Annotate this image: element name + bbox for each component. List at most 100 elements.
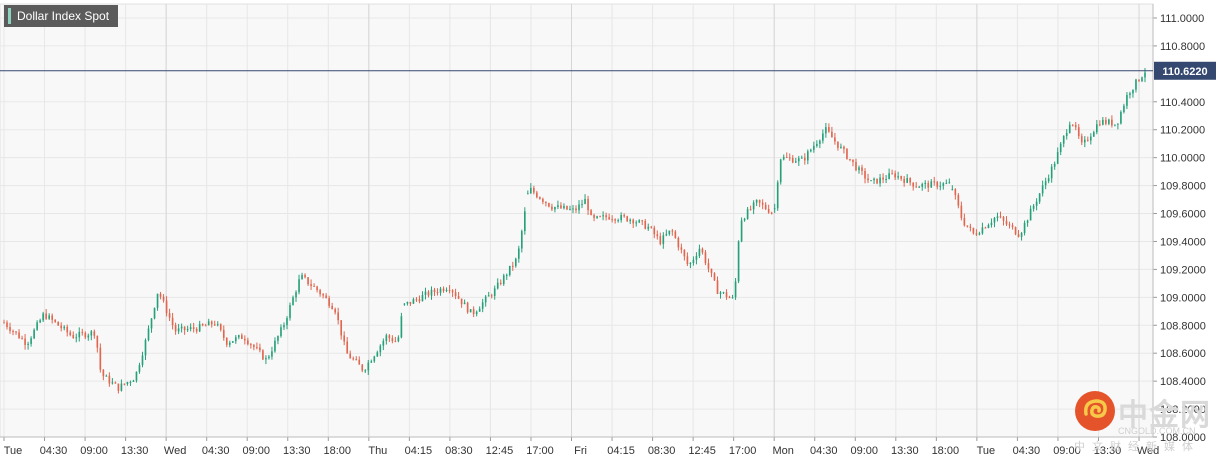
y-tick-label: 108.8000 <box>1160 320 1206 332</box>
candle-body <box>873 178 875 181</box>
candle-body <box>858 167 860 171</box>
x-tick-label: 09:00 <box>851 445 879 457</box>
candle-body <box>746 209 749 219</box>
candle-body <box>575 208 577 211</box>
candle-body <box>517 248 520 259</box>
candle-body <box>903 178 905 183</box>
y-tick-label: 108.6000 <box>1160 348 1206 360</box>
candle-body <box>1089 136 1092 141</box>
x-tick-label: 18:00 <box>932 445 960 457</box>
x-tick-label: Tue <box>4 445 23 457</box>
candle-body <box>198 324 201 332</box>
candle-body <box>825 127 827 134</box>
candle-body <box>165 300 168 314</box>
candle-body <box>659 236 662 245</box>
candle-body <box>259 347 261 351</box>
candle-body <box>1038 193 1041 202</box>
candle-body <box>6 322 8 328</box>
candle-body <box>490 295 493 297</box>
candle-body <box>545 201 547 204</box>
candle-body <box>328 298 330 306</box>
candle-body <box>719 292 722 294</box>
candle-body <box>677 238 680 248</box>
candle-body <box>1144 72 1146 78</box>
y-tick-label: 110.0000 <box>1160 153 1205 165</box>
candle-body <box>394 341 397 343</box>
candle-body <box>253 345 255 348</box>
candle-body <box>524 211 526 232</box>
candle-body <box>12 330 14 332</box>
candle-body <box>635 222 638 224</box>
candle-body <box>704 252 707 264</box>
candle-body <box>915 186 918 188</box>
candle-body <box>138 365 141 372</box>
candle-body <box>493 288 496 296</box>
candle-body <box>611 219 613 221</box>
candle-body <box>445 289 448 292</box>
candle-body <box>424 291 427 295</box>
candle-body <box>123 383 126 385</box>
candle-body <box>1029 208 1032 221</box>
candle-body <box>301 274 303 280</box>
candle-body <box>752 202 755 210</box>
candle-body <box>292 297 294 306</box>
candle-body <box>370 361 373 363</box>
x-tick-label: 04:15 <box>405 445 433 457</box>
candle-body <box>126 382 129 385</box>
candle-body <box>135 371 138 381</box>
candle-body <box>84 332 87 338</box>
candle-body <box>569 208 571 210</box>
candle-body <box>909 178 912 183</box>
candle-body <box>222 329 225 338</box>
candle-body <box>144 340 147 356</box>
candles <box>3 68 1146 394</box>
candle-body <box>1083 139 1086 143</box>
candle-body <box>662 235 665 245</box>
candle-body <box>72 335 75 339</box>
candle-body <box>180 326 183 329</box>
candle-body <box>548 203 550 207</box>
candle-body <box>388 335 391 339</box>
candle-body <box>439 288 442 293</box>
candle-body <box>632 219 635 224</box>
x-tick-label: 18:00 <box>324 445 352 457</box>
x-tick-label: 09:00 <box>1053 445 1081 457</box>
candle-body <box>1035 201 1038 206</box>
candle-body <box>987 225 990 228</box>
candle-body <box>451 290 454 293</box>
candle-body <box>605 215 607 218</box>
brand-logo-icon <box>1075 391 1115 431</box>
candle-body <box>707 263 710 269</box>
candle-body <box>361 364 364 371</box>
candle-body <box>638 220 641 223</box>
candle-body <box>731 297 734 299</box>
candle-body <box>3 322 5 324</box>
candle-body <box>475 311 478 315</box>
x-tick-label: 13:30 <box>1094 445 1122 457</box>
candle-body <box>813 145 815 150</box>
x-tick-label: 13:30 <box>121 445 149 457</box>
candle-body <box>244 338 246 341</box>
candle-body <box>262 350 264 360</box>
title-accent <box>8 8 11 24</box>
candle-body <box>472 309 475 315</box>
candle-body <box>794 161 797 163</box>
candle-body <box>24 338 26 345</box>
candle-body <box>379 345 382 353</box>
candle-body <box>168 313 171 318</box>
candle-body <box>304 274 306 278</box>
candle-body <box>623 215 625 217</box>
candle-body <box>722 292 725 294</box>
candle-body <box>984 227 987 229</box>
candle-body <box>936 182 939 187</box>
candle-body <box>602 215 604 217</box>
candle-body <box>629 219 632 222</box>
candle-body <box>1135 79 1137 90</box>
candle-body <box>1059 143 1062 152</box>
candle-body <box>1050 166 1053 179</box>
candle-body <box>578 204 580 211</box>
candle-body <box>325 295 327 299</box>
candle-body <box>1014 227 1017 235</box>
candle-body <box>520 231 523 249</box>
candle-body <box>234 337 237 342</box>
